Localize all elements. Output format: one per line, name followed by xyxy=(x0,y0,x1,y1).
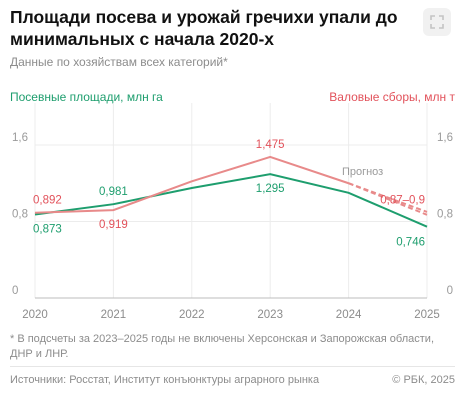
forecast-line xyxy=(348,182,428,213)
x-tick-label: 2025 xyxy=(414,309,440,321)
data-label: 0,873 xyxy=(33,224,62,236)
y-tick-left: 0 xyxy=(12,285,18,297)
y-tick-right: 1,6 xyxy=(437,132,453,144)
copyright: © РБК, 2025 xyxy=(392,374,455,386)
chart-title: Площади посева и урожай гречихи упали до… xyxy=(10,7,398,49)
data-label: 0,746 xyxy=(396,237,425,249)
sources: Источники: Росстат, Институт конъюнктуры… xyxy=(10,374,320,386)
expand-button[interactable] xyxy=(423,8,451,36)
x-tick-label: 2021 xyxy=(101,309,127,321)
chart-plot: 0 0 0,8 0,8 1,6 1,6 2020 2021 2022 2023 2024 2025 Пр… xyxy=(12,103,453,321)
y-tick-right: 0 xyxy=(447,285,453,297)
series-line-harvest xyxy=(34,155,349,214)
y-tick-left: 0,8 xyxy=(12,209,28,221)
data-label: 0,981 xyxy=(99,186,128,198)
footer-divider xyxy=(10,366,455,367)
x-tick-label: 2023 xyxy=(257,309,283,321)
forecast-annotation: Прогноз xyxy=(342,166,383,178)
chart-subtitle: Данные по хозяйствам всех категорий* xyxy=(10,55,228,69)
data-label: 0,892 xyxy=(33,195,62,207)
x-tick-label: 2022 xyxy=(179,309,205,321)
legend-left: Посевные площади, млн га xyxy=(10,90,163,104)
forecast-line xyxy=(348,182,428,216)
series-line-area xyxy=(34,173,428,228)
x-tick-label: 2024 xyxy=(336,309,362,321)
data-label: 1,295 xyxy=(256,183,285,195)
data-label: 0,87–0,9 xyxy=(380,195,425,207)
x-tick-label: 2020 xyxy=(22,309,48,321)
y-tick-left: 1,6 xyxy=(12,132,28,144)
data-label: 0,919 xyxy=(99,219,128,231)
expand-icon xyxy=(430,15,444,29)
data-label: 1,475 xyxy=(256,139,285,151)
y-tick-right: 0,8 xyxy=(437,209,453,221)
legend-right: Валовые сборы, млн т xyxy=(329,90,455,104)
footnote: * В подсчеты за 2023–2025 годы не включе… xyxy=(10,333,435,360)
